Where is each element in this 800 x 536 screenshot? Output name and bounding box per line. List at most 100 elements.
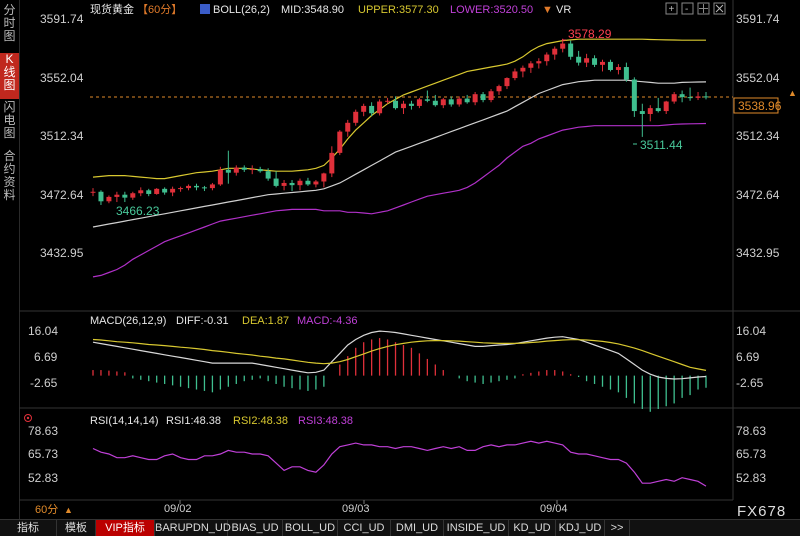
- price-tick-left: 3552.04: [40, 71, 84, 85]
- candle-body: [225, 169, 231, 173]
- current-price-badge: [733, 97, 779, 114]
- macd-tick-right: 6.69: [736, 350, 760, 364]
- tab-indicator[interactable]: 指标: [0, 520, 57, 536]
- tab-vip-indicator[interactable]: VIP指标: [96, 520, 155, 536]
- candle-body: [122, 194, 128, 198]
- macd-tick-right: 16.04: [736, 324, 766, 338]
- macd-tick-left: 16.04: [28, 324, 58, 338]
- vr-label[interactable]: VR: [556, 4, 571, 16]
- tab-barupdn[interactable]: BARUPDN_UD: [155, 520, 231, 536]
- period-label: 【60分】: [137, 3, 182, 16]
- candle-body: [353, 111, 359, 123]
- candle-body: [313, 181, 319, 185]
- candlestick-series: [90, 38, 709, 205]
- date-label: 09/02: [164, 503, 192, 515]
- candle-body: [217, 169, 223, 185]
- price-arrow-icon: ▲: [788, 88, 797, 98]
- tab-cci[interactable]: CCI_UD: [338, 520, 391, 536]
- zoom-out-icon[interactable]: [681, 2, 694, 15]
- instrument-name: 现货黄金: [90, 2, 134, 16]
- candle-body: [496, 86, 502, 92]
- macd-dea-line: [92, 338, 707, 371]
- period-dropdown-icon[interactable]: ▲: [64, 505, 73, 515]
- tab-kd[interactable]: KD_UD: [509, 520, 556, 536]
- price-tick-left: 3472.64: [40, 188, 84, 202]
- candle-body: [552, 48, 558, 55]
- boll-upper: UPPER:3577.30: [358, 4, 439, 16]
- candle-body: [154, 188, 160, 194]
- tab-template[interactable]: 模板: [57, 520, 96, 536]
- period-selector[interactable]: 60分: [35, 503, 58, 516]
- rsi-tick-left: 78.63: [28, 424, 58, 438]
- macd-dea: DEA:1.87: [242, 315, 289, 327]
- candle-body: [679, 94, 685, 98]
- chart-area[interactable]: 现货黄金 【60分】 BOLL(26,2) MID:3548.90 UPPER:…: [0, 0, 800, 519]
- macd-tick-left: -2.65: [30, 376, 58, 390]
- price-tick-right: 3591.74: [736, 12, 780, 26]
- side-tab-bar: 分时图 K线图 闪电图 合约资料: [0, 0, 20, 535]
- boll-params: BOLL(26,2): [213, 4, 270, 16]
- candle-body: [201, 187, 207, 189]
- candle-body: [607, 61, 613, 70]
- candle-body: [504, 78, 510, 87]
- candle-body: [130, 193, 136, 198]
- current-price-label: 3538.96: [738, 99, 782, 113]
- rsi1-value: RSI1:48.38: [166, 415, 221, 427]
- boll-lower-line: [92, 122, 707, 278]
- candle-body: [138, 190, 144, 194]
- candle-body: [249, 169, 255, 171]
- tab-inside[interactable]: INSIDE_UD: [444, 520, 509, 536]
- candle-body: [361, 105, 367, 112]
- candle-body: [600, 61, 606, 65]
- candle-body: [448, 99, 454, 105]
- macd-tick-right: -2.65: [736, 376, 764, 390]
- tab-lightning-chart[interactable]: 闪电图: [3, 100, 16, 140]
- rsi-tick-left: 65.73: [28, 447, 58, 461]
- candle-body: [321, 173, 327, 182]
- tab-bias[interactable]: BIAS_UD: [228, 520, 283, 536]
- candle-body: [106, 196, 112, 202]
- candle-body: [281, 182, 287, 186]
- candle-body: [369, 105, 375, 114]
- candle-body: [162, 188, 168, 193]
- candle-body: [584, 58, 590, 63]
- rsi-line: [92, 440, 707, 487]
- tab-dmi[interactable]: DMI_UD: [391, 520, 444, 536]
- panel-selector-icon[interactable]: [24, 414, 32, 422]
- grid-icon[interactable]: [697, 2, 710, 15]
- candle-body: [520, 67, 526, 72]
- candle-body: [114, 194, 120, 197]
- candle-body: [297, 180, 303, 186]
- candle-body: [337, 131, 343, 153]
- candle-body: [377, 101, 383, 114]
- candle-body: [265, 171, 271, 179]
- tab-time-sharing[interactable]: 分时图: [3, 3, 16, 43]
- macd-diff-line: [92, 330, 707, 380]
- rsi-tick-right: 65.73: [736, 447, 766, 461]
- rsi3-value: RSI3:48.38: [298, 415, 353, 427]
- candle-body: [193, 185, 199, 188]
- macd-tick-left: 6.69: [34, 350, 58, 364]
- tab-more[interactable]: >>: [605, 520, 630, 536]
- vr-dropdown-icon[interactable]: ▼: [542, 4, 553, 16]
- boll-lower: LOWER:3520.50: [450, 4, 533, 16]
- candle-body: [472, 94, 478, 103]
- candle-body: [536, 61, 542, 64]
- date-label: 09/03: [342, 503, 370, 515]
- tab-boll[interactable]: BOLL_UD: [283, 520, 338, 536]
- tab-kdj[interactable]: KDJ_UD: [556, 520, 605, 536]
- close-icon[interactable]: [713, 2, 726, 15]
- zoom-in-icon[interactable]: [665, 2, 678, 15]
- candle-body: [257, 169, 263, 172]
- candle-body: [464, 98, 470, 103]
- price-tick-left: 3432.95: [40, 246, 84, 260]
- candle-body: [98, 191, 104, 202]
- tab-contract-info[interactable]: 合约资料: [3, 149, 16, 202]
- price-tick-right: 3512.34: [736, 129, 780, 143]
- date-label: 09/04: [540, 503, 568, 515]
- candle-body: [209, 184, 215, 189]
- candle-body: [623, 67, 629, 80]
- candle-body: [385, 100, 391, 102]
- tab-kline[interactable]: K线图: [0, 53, 19, 99]
- low-price-label: 3511.44: [640, 138, 683, 152]
